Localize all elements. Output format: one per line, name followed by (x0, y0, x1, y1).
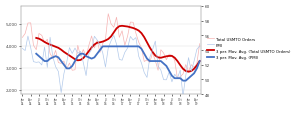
Legend: Total USMTO Orders, PMI, 3 per. Mov. Avg. (Total USMTO Orders), 3 per. Mov. Avg.: Total USMTO Orders, PMI, 3 per. Mov. Avg… (207, 37, 290, 59)
